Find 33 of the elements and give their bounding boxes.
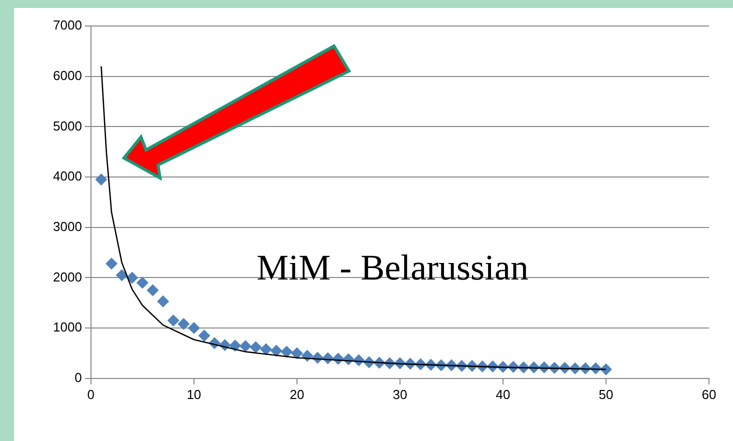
x-tick-label: 60 — [702, 386, 716, 402]
y-tick-label: 2000 — [53, 269, 82, 284]
y-tick-label: 3000 — [53, 218, 82, 234]
point — [95, 174, 108, 186]
point — [270, 344, 282, 357]
y-tick-label: 4000 — [53, 168, 82, 184]
point — [188, 322, 200, 334]
y-tick-label: 0 — [74, 370, 82, 385]
x-tick-label: 50 — [598, 386, 614, 402]
x-tick-label: 20 — [290, 386, 304, 402]
point — [178, 318, 190, 330]
point — [136, 276, 148, 289]
point — [198, 330, 210, 342]
y-tick-label: 6000 — [53, 68, 82, 83]
annotation: MiM - Belarussian — [256, 248, 529, 288]
x-tick-label: 10 — [186, 386, 202, 402]
point — [157, 295, 170, 308]
point — [290, 347, 303, 360]
y-tick-label: 1000 — [53, 320, 82, 335]
point — [126, 272, 138, 284]
y-tick-label: 5000 — [53, 118, 82, 134]
x-tick-label: 30 — [392, 386, 408, 402]
point — [116, 269, 128, 282]
point — [260, 343, 272, 356]
point — [106, 258, 118, 270]
y-tick-label: 7000 — [53, 18, 82, 33]
point — [280, 346, 293, 358]
point — [167, 314, 180, 327]
point — [250, 341, 262, 354]
point — [239, 340, 252, 352]
x-tick-label: 40 — [496, 386, 510, 402]
point — [146, 284, 159, 296]
x-tick-label: 0 — [87, 386, 95, 402]
